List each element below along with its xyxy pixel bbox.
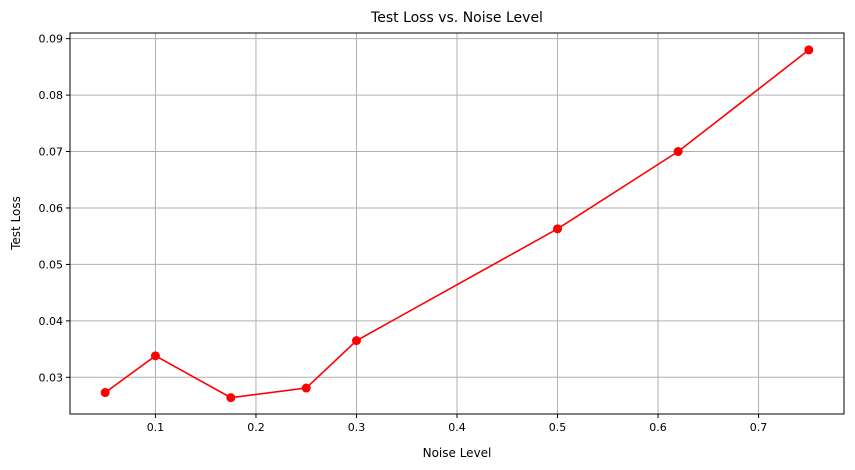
x-tick-label: 0.4 — [448, 421, 466, 434]
x-tick-label: 0.1 — [147, 421, 165, 434]
data-point — [804, 45, 814, 55]
x-tick-label: 0.7 — [750, 421, 768, 434]
data-point — [226, 393, 236, 403]
y-tick-label: 0.06 — [39, 202, 64, 215]
data-point — [351, 336, 361, 346]
data-series — [100, 45, 814, 403]
chart-title: Test Loss vs. Noise Level — [370, 10, 543, 26]
y-tick-label: 0.04 — [39, 315, 64, 328]
y-tick-label: 0.08 — [39, 89, 64, 102]
data-point — [100, 388, 110, 398]
data-point — [553, 224, 563, 234]
y-tick-label: 0.03 — [39, 371, 64, 384]
y-axis-ticks: 0.03 0.04 0.05 0.06 0.07 0.08 0.09 — [39, 33, 70, 384]
data-point — [150, 351, 160, 361]
x-tick-label: 0.6 — [649, 421, 667, 434]
x-tick-label: 0.2 — [247, 421, 265, 434]
y-axis-label: Test Loss — [9, 196, 23, 251]
x-tick-label: 0.5 — [549, 421, 567, 434]
x-axis-ticks: 0.1 0.2 0.3 0.4 0.5 0.6 0.7 — [147, 414, 768, 434]
y-tick-label: 0.05 — [39, 258, 64, 271]
y-tick-label: 0.09 — [39, 33, 64, 46]
series-line — [104, 49, 810, 399]
grid-lines — [70, 33, 844, 414]
x-axis-label: Noise Level — [423, 446, 492, 460]
data-point — [673, 147, 683, 157]
data-point — [301, 383, 311, 393]
x-tick-label: 0.3 — [348, 421, 366, 434]
y-tick-label: 0.07 — [39, 146, 64, 159]
